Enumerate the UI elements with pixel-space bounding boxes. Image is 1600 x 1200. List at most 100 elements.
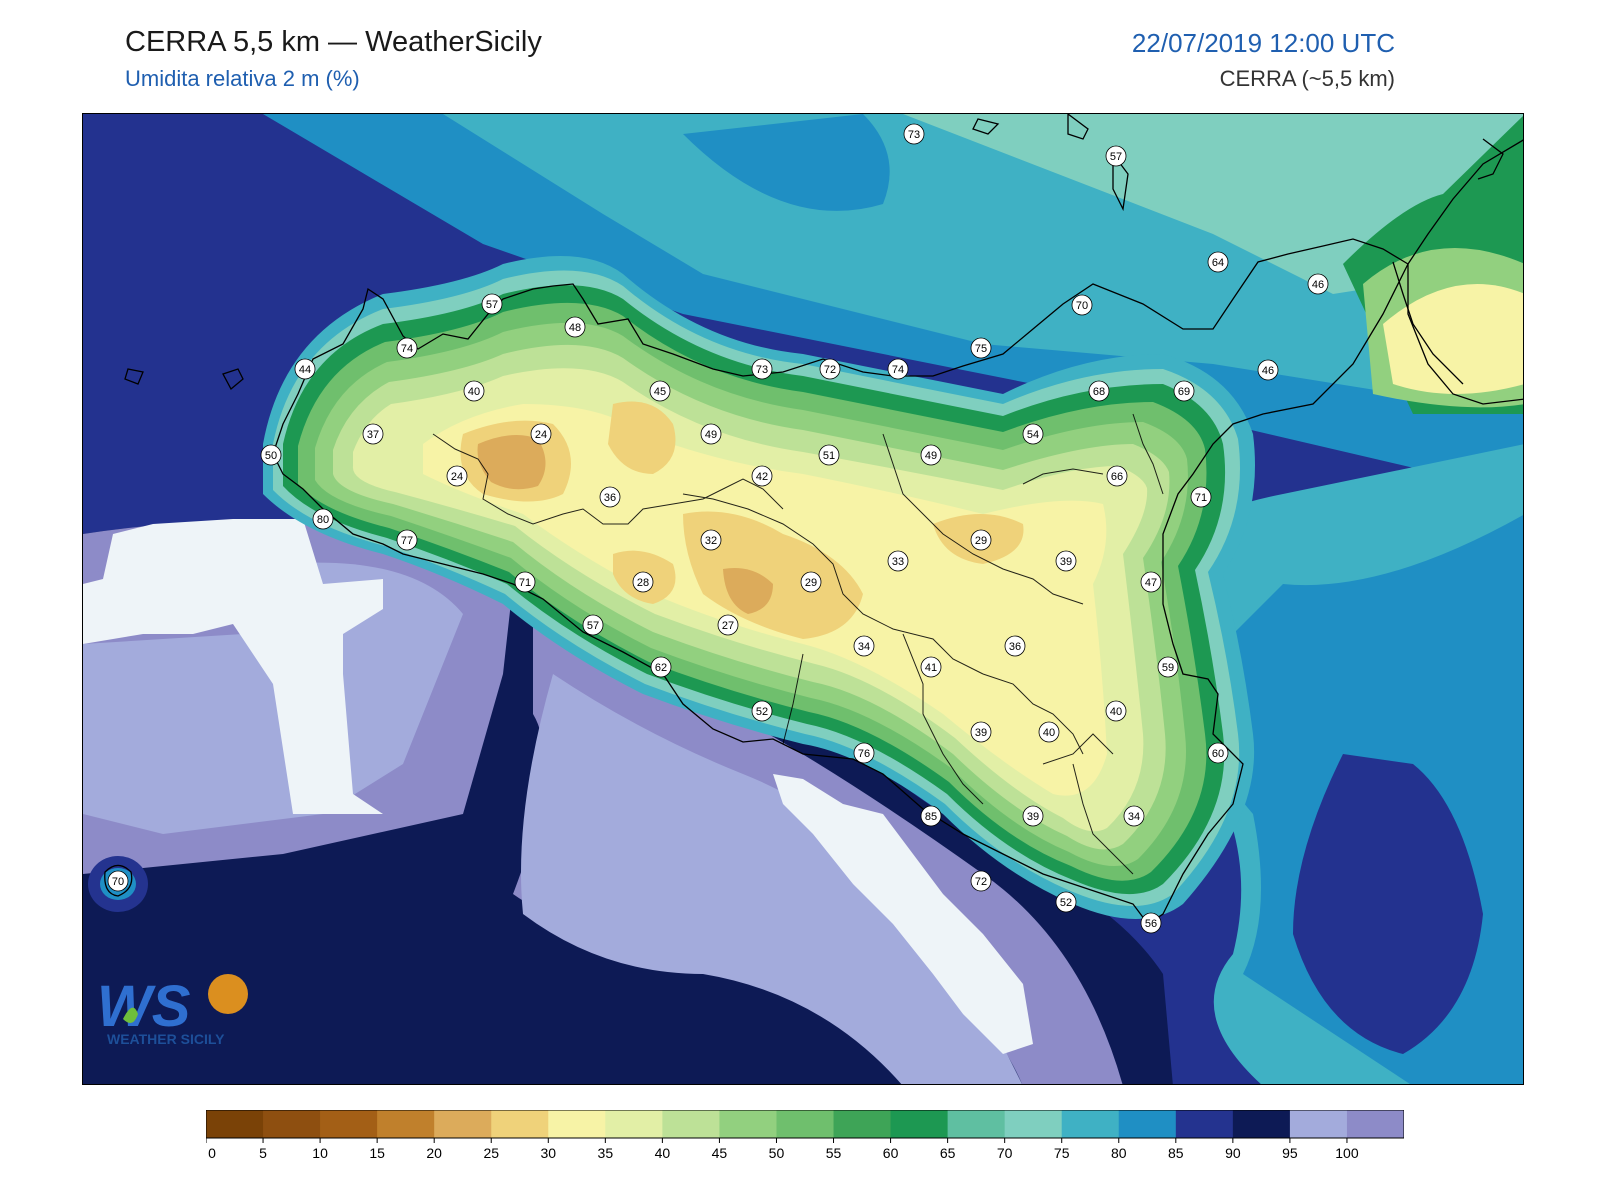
station-circle [463,380,485,402]
station-marker: 73 [751,358,773,380]
station-marker: 73 [903,123,925,145]
station-marker: 32 [700,529,722,551]
station-value: 70 [1076,300,1088,312]
station-circle [1022,423,1044,445]
station-circle [514,571,536,593]
station-value: 74 [892,364,904,376]
colorbar-tick-label: 25 [483,1145,499,1161]
station-value: 49 [705,429,717,441]
province-borders [432,413,1164,875]
station-marker: 70 [1071,294,1093,316]
station-circle [1123,805,1145,827]
station-value: 48 [569,322,581,334]
colorbar-tick-label: 35 [598,1145,614,1161]
station-circle [1106,465,1128,487]
station-circle [1207,251,1229,273]
colorbar-cell [719,1110,777,1138]
south-band-low-saturation-b [773,774,1033,1054]
station-marker: 64 [1207,251,1229,273]
colorbar-tick-label: 70 [997,1145,1013,1161]
station-value: 71 [1195,492,1207,504]
station-circle [582,614,604,636]
logo-text: WEATHER SICILY [107,1031,225,1047]
station-marker: 24 [530,423,552,445]
colorbar-tick-label: 80 [1111,1145,1127,1161]
station-value: 52 [756,706,768,718]
station-circle [396,529,418,551]
station-marker: 72 [970,870,992,892]
station-value: 40 [1043,727,1055,739]
colorbar-cell [320,1110,378,1138]
station-circle [717,614,739,636]
station-value: 46 [1312,279,1324,291]
station-circle [819,358,841,380]
station-circle [446,465,468,487]
colorbar-cell [947,1110,1006,1138]
station-marker: 49 [920,444,942,466]
colorbar-tick-label: 55 [826,1145,842,1161]
station-marker: 34 [853,635,875,657]
colorbar-cell [548,1110,606,1138]
station-value: 74 [401,343,413,355]
station-marker: 47 [1140,571,1162,593]
colorbar-cell [1175,1110,1234,1138]
station-marker: 27 [717,614,739,636]
station-circle [1157,656,1179,678]
station-value: 24 [451,471,463,483]
leaf-icon [123,1007,138,1023]
station-circle [396,337,418,359]
station-value: 37 [367,429,379,441]
station-value: 51 [823,450,835,462]
station-circle [970,721,992,743]
station-marker: 70 [107,870,129,892]
station-markers: 73 57 64 46 70 57 48 74 44 40 45 73 72 74 75 68 69 46 37 24… [107,123,1329,934]
station-circle [970,529,992,551]
station-circle [312,508,334,530]
station-circle [599,486,621,508]
station-marker: 36 [1004,635,1026,657]
station-circle [920,444,942,466]
colorbar-tick-label: 0 [208,1145,216,1161]
station-value: 70 [112,876,124,888]
colorbar-tick-label: 20 [426,1145,442,1161]
station-marker: 39 [1022,805,1044,827]
station-value: 57 [587,620,599,632]
station-marker: 71 [1190,486,1212,508]
colorbar-tick-label: 85 [1168,1145,1184,1161]
station-value: 64 [1212,257,1224,269]
station-circle [1105,145,1127,167]
station-marker: 60 [1207,742,1229,764]
station-marker: 29 [800,571,822,593]
station-value: 41 [925,662,937,674]
station-marker: 72 [819,358,841,380]
station-circle [294,358,316,380]
station-marker: 49 [700,423,722,445]
station-value: 69 [1178,386,1190,398]
station-value: 59 [1162,662,1174,674]
station-value: 68 [1093,386,1105,398]
logo-mark: WS [97,974,191,1039]
station-circle [751,358,773,380]
station-marker: 45 [649,380,671,402]
station-value: 45 [654,386,666,398]
station-value: 72 [975,876,987,888]
station-marker: 40 [1105,700,1127,722]
station-marker: 76 [853,742,875,764]
station-circle [800,571,822,593]
station-value: 46 [1262,365,1274,377]
station-marker: 85 [920,805,942,827]
station-marker: 28 [632,571,654,593]
station-circle [632,571,654,593]
colorbar-tick-label: 40 [655,1145,671,1161]
station-value: 27 [722,620,734,632]
station-value: 85 [925,811,937,823]
station-circle [1004,635,1026,657]
station-marker: 71 [514,571,536,593]
colorbar-cell [776,1110,835,1138]
station-marker: 59 [1157,656,1179,678]
station-value: 24 [535,429,547,441]
station-marker: 34 [1123,805,1145,827]
station-circle [751,700,773,722]
station-circle [700,423,722,445]
station-circle [1038,721,1060,743]
